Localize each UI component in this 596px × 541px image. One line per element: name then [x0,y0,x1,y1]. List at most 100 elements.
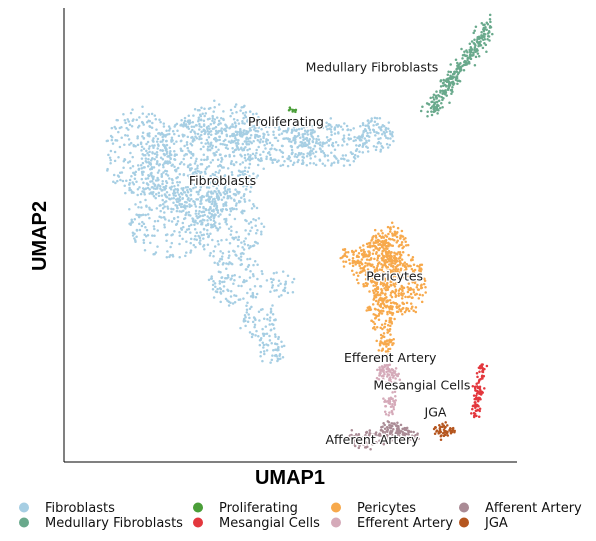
point-fibroblasts [188,173,192,177]
point-pericytes [374,281,377,284]
point-pericytes [374,284,378,287]
point-efferent-artery [393,390,397,394]
point-pericytes [401,235,405,238]
point-fibroblasts [146,213,150,216]
point-fibroblasts [243,122,246,125]
point-medullary-fibroblasts [421,105,424,108]
point-fibroblasts [192,220,196,223]
point-pericytes [342,260,345,263]
point-pericytes [417,297,421,300]
point-fibroblasts [254,241,258,244]
point-fibroblasts [289,159,292,163]
point-efferent-artery [382,377,385,381]
point-medullary-fibroblasts [441,98,444,102]
point-pericytes [388,260,391,263]
point-fibroblasts [189,251,192,254]
point-pericytes [374,236,378,239]
point-fibroblasts [262,150,265,154]
point-fibroblasts [147,174,150,177]
point-fibroblasts [236,118,239,122]
point-fibroblasts [174,223,178,226]
point-fibroblasts [139,192,143,196]
point-pericytes [389,333,392,336]
point-fibroblasts [251,152,255,156]
point-fibroblasts [224,207,228,211]
point-pericytes [420,300,424,304]
point-fibroblasts [252,128,256,131]
legend-swatch [19,502,29,513]
point-fibroblasts [217,215,220,218]
point-fibroblasts [385,136,388,140]
point-fibroblasts [178,255,181,259]
point-fibroblasts [231,274,234,278]
point-pericytes [383,322,387,326]
point-fibroblasts [207,278,211,282]
point-fibroblasts [216,165,220,168]
point-fibroblasts [202,195,206,199]
point-fibroblasts [182,123,186,126]
point-fibroblasts [192,125,196,128]
point-fibroblasts [256,163,260,167]
point-fibroblasts [285,121,289,125]
point-fibroblasts [367,139,371,142]
point-fibroblasts [153,184,157,187]
point-pericytes [386,328,389,331]
point-pericytes [396,239,399,243]
point-fibroblasts [249,133,253,137]
point-fibroblasts [280,293,283,297]
point-fibroblasts [269,290,272,294]
point-fibroblasts [256,174,260,177]
point-fibroblasts [219,287,223,291]
point-fibroblasts [315,137,318,141]
point-afferent-artery [398,431,402,435]
point-fibroblasts [264,125,267,129]
point-fibroblasts [171,255,175,258]
point-pericytes [368,307,371,310]
point-fibroblasts [166,250,169,253]
point-mesangial-cells [476,400,480,403]
point-fibroblasts [124,134,127,137]
point-pericytes [418,293,422,296]
point-pericytes [372,297,376,300]
point-pericytes [372,241,376,245]
point-fibroblasts [235,202,238,205]
point-fibroblasts [248,129,252,132]
point-pericytes [411,305,414,308]
point-efferent-artery [386,373,389,376]
point-fibroblasts [231,177,235,180]
point-fibroblasts [233,279,236,282]
point-fibroblasts [232,237,236,241]
point-fibroblasts [243,169,247,173]
point-fibroblasts [156,219,160,223]
point-efferent-artery [377,378,381,381]
point-fibroblasts [229,301,232,304]
point-pericytes [391,264,395,268]
point-fibroblasts [372,124,375,127]
point-afferent-artery [353,439,357,443]
point-medullary-fibroblasts [455,75,458,78]
point-fibroblasts [379,127,382,131]
point-fibroblasts [242,280,245,284]
point-medullary-fibroblasts [488,18,492,21]
point-pericytes [357,281,360,285]
point-fibroblasts [268,316,272,319]
point-afferent-artery [401,438,404,441]
point-pericytes [365,271,368,274]
point-fibroblasts [283,286,287,290]
point-fibroblasts [273,147,276,151]
point-fibroblasts [243,104,246,108]
point-pericytes [388,263,391,266]
point-fibroblasts [200,137,203,140]
point-fibroblasts [189,237,193,241]
point-fibroblasts [135,180,138,183]
point-fibroblasts [243,314,247,317]
point-fibroblasts [189,156,193,160]
point-pericytes [392,301,395,304]
scatter-points [105,13,494,451]
point-efferent-artery [391,382,395,385]
point-fibroblasts [234,148,238,151]
point-fibroblasts [196,166,199,170]
point-fibroblasts [389,132,392,135]
point-fibroblasts [336,161,340,164]
point-medullary-fibroblasts [466,59,469,62]
